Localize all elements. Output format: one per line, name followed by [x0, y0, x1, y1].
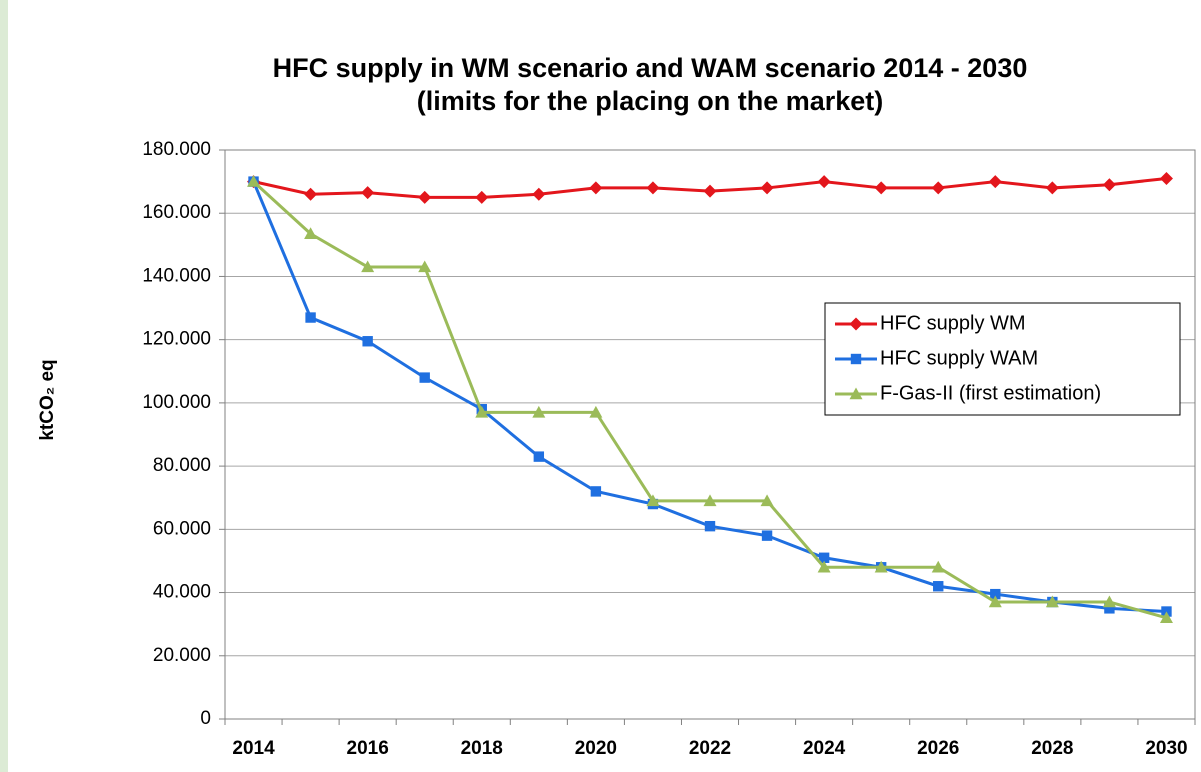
marker-square	[933, 581, 944, 592]
plot-border	[224, 149, 1196, 720]
marker-triangle	[703, 494, 717, 507]
marker-square	[1104, 603, 1115, 614]
marker-triangle	[589, 405, 603, 418]
legend-box	[824, 302, 1181, 416]
marker-square	[761, 530, 773, 541]
marker-diamond	[1045, 181, 1059, 195]
x-tick-label: 2030	[1145, 738, 1187, 759]
marker-square	[590, 486, 602, 497]
marker-diamond	[874, 181, 888, 195]
y-axis-label: ktCO₂ eq	[37, 359, 58, 440]
marker-diamond	[760, 181, 774, 195]
x-tick-label: 2024	[803, 738, 846, 759]
y-tick-label: 120.000	[142, 329, 211, 350]
marker-diamond	[1102, 178, 1116, 192]
marker-triangle	[1159, 611, 1173, 624]
marker-triangle	[988, 595, 1002, 608]
legend-label: HFC supply WAM	[880, 347, 1038, 369]
legend-label: HFC supply WM	[880, 312, 1026, 334]
y-tick-label: 0	[200, 708, 211, 729]
chart-title: HFC supply in WM scenario and WAM scenar…	[273, 53, 1028, 83]
marker-diamond	[475, 190, 489, 204]
marker-triangle	[874, 560, 888, 573]
marker-triangle	[760, 494, 774, 507]
marker-square	[533, 451, 545, 462]
marker-triangle	[1102, 595, 1116, 608]
marker-triangle	[475, 405, 489, 418]
legend-label: F-Gas-II (first estimation)	[880, 382, 1101, 404]
x-tick-label: 2028	[1031, 738, 1073, 759]
marker-triangle	[247, 175, 261, 187]
marker-triangle	[931, 560, 945, 573]
y-tick-label: 60.000	[153, 518, 211, 539]
x-tick-label: 2018	[461, 738, 503, 759]
y-tick-label: 180.000	[142, 139, 211, 160]
x-tick-label: 2022	[689, 738, 731, 759]
marker-diamond	[361, 186, 375, 200]
y-tick-label: 100.000	[142, 392, 211, 413]
x-tick-label: 2026	[917, 738, 959, 759]
marker-square	[704, 520, 716, 532]
marker-triangle	[646, 494, 660, 507]
marker-diamond	[646, 181, 660, 195]
x-tick-label: 2014	[232, 738, 275, 759]
marker-square	[818, 552, 830, 563]
y-tick-label: 80.000	[153, 455, 211, 476]
legend-marker	[849, 317, 863, 331]
marker-diamond	[304, 187, 318, 201]
marker-diamond	[931, 181, 945, 195]
marker-triangle	[1045, 595, 1059, 608]
marker-diamond	[418, 190, 432, 204]
marker-diamond	[703, 184, 717, 198]
marker-diamond	[817, 175, 831, 189]
marker-square	[419, 372, 430, 383]
marker-square	[990, 588, 1001, 600]
marker-triangle	[361, 260, 375, 273]
marker-diamond	[1159, 171, 1173, 185]
x-tick-label: 2020	[575, 738, 617, 759]
chart-subtitle: (limits for the placing on the market)	[417, 86, 884, 116]
legend-marker	[850, 353, 862, 365]
y-tick-label: 40.000	[153, 582, 211, 603]
marker-diamond	[589, 181, 603, 195]
marker-square	[305, 312, 316, 323]
x-tick-label: 2016	[347, 738, 389, 759]
marker-diamond	[988, 175, 1002, 189]
marker-triangle	[418, 260, 432, 273]
marker-diamond	[532, 187, 546, 201]
marker-square	[362, 336, 373, 347]
legend-marker	[849, 387, 863, 400]
y-tick-label: 160.000	[142, 202, 211, 223]
y-tick-label: 140.000	[142, 265, 211, 286]
marker-triangle	[304, 227, 318, 239]
marker-triangle	[532, 405, 546, 418]
marker-triangle	[817, 560, 831, 573]
y-tick-label: 20.000	[153, 645, 211, 666]
